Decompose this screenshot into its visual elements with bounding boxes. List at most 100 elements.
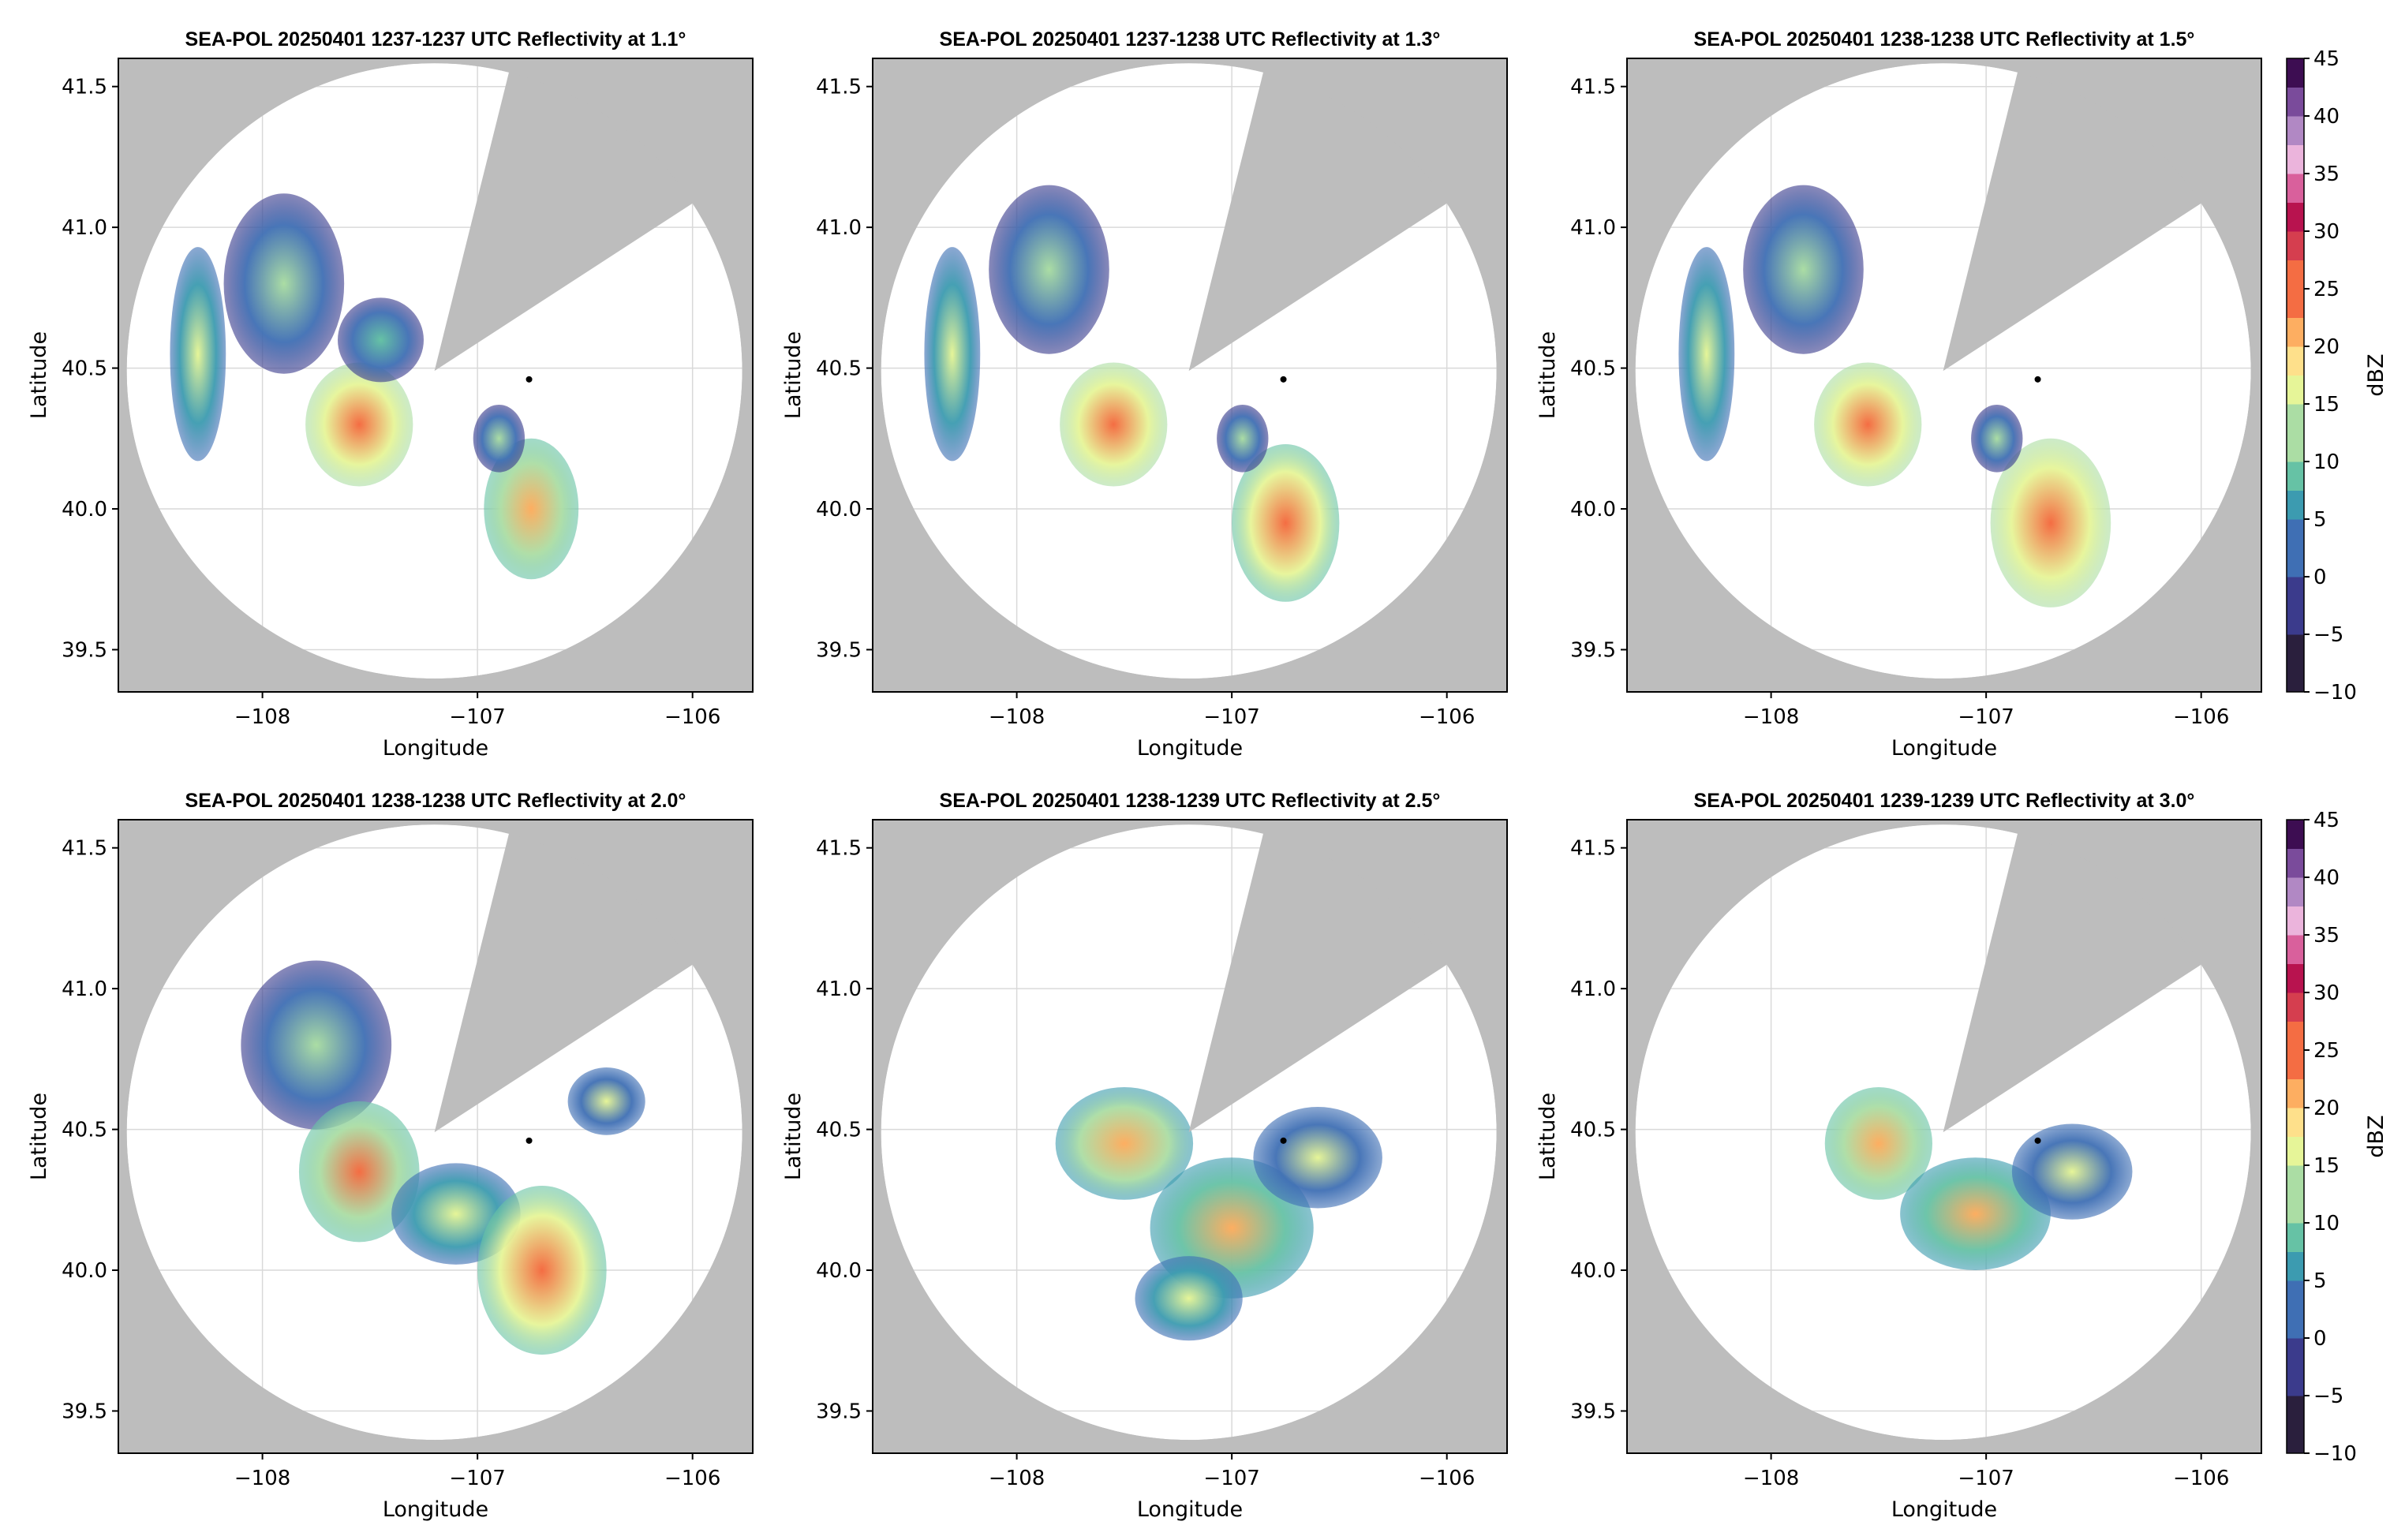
colorbar-tick-label: 20 <box>2313 335 2340 359</box>
y-tick-label: 41.0 <box>816 977 862 1001</box>
plot-area <box>873 820 1507 1453</box>
x-tick-label: −108 <box>234 705 290 729</box>
x-axis-label: Longitude <box>383 736 488 761</box>
x-axis-label: Longitude <box>1891 1497 1997 1522</box>
y-tick-label: 41.0 <box>1570 216 1616 240</box>
y-tick-label: 39.5 <box>62 638 107 662</box>
y-tick-label: 40.0 <box>816 1259 862 1283</box>
site-marker <box>2034 376 2041 383</box>
x-axis-label: Longitude <box>1137 736 1243 761</box>
colorbar-step <box>2287 490 2304 520</box>
outside-range-mask <box>118 58 753 692</box>
x-tick-label: −108 <box>1743 705 1799 729</box>
colorbar-tick-label: 35 <box>2313 924 2340 948</box>
x-tick-label: −106 <box>664 1467 720 1490</box>
colorbar: 45 40 35 30 25 20 15 10 5 0 −5 −10 dBZ <box>2286 47 2388 705</box>
x-tick-label: −107 <box>1958 1467 2014 1490</box>
plot-area <box>1627 820 2261 1453</box>
y-tick-label: 41.5 <box>816 76 862 99</box>
axes-frame <box>118 58 754 693</box>
plot-area <box>118 820 753 1453</box>
colorbar-step <box>2287 548 2304 578</box>
outside-range-mask <box>118 820 753 1453</box>
y-tick-label: 40.0 <box>1570 1259 1616 1283</box>
x-tick-label: −108 <box>234 1467 290 1490</box>
panel-title: SEA-POL 20250401 1239-1239 UTC Reflectiv… <box>1694 790 2195 812</box>
colorbar-step <box>2287 820 2304 849</box>
colorbar-step <box>2287 346 2304 376</box>
y-tick-label: 39.5 <box>62 1400 107 1423</box>
colorbar-step <box>2287 1309 2304 1339</box>
colorbar-step <box>2287 1280 2304 1310</box>
reflectivity-cell <box>298 1101 420 1243</box>
colorbar-step <box>2287 577 2304 606</box>
colorbar-step <box>2287 462 2304 491</box>
colorbar-tick-label: 30 <box>2313 220 2340 244</box>
y-tick-label: 39.5 <box>1570 638 1616 662</box>
y-tick-label: 40.5 <box>62 1119 107 1142</box>
site-marker <box>526 1137 533 1144</box>
outside-range-mask <box>1627 58 2261 692</box>
x-tick-label: −106 <box>1419 1467 1475 1490</box>
panel-title: SEA-POL 20250401 1238-1239 UTC Reflectiv… <box>940 790 1441 812</box>
colorbar-tick-label: 0 <box>2313 1327 2327 1351</box>
colorbar-step <box>2287 1136 2304 1166</box>
colorbar-tick-label: 25 <box>2313 1039 2340 1063</box>
colorbar-step <box>2287 992 2304 1022</box>
panel-title: SEA-POL 20250401 1238-1238 UTC Reflectiv… <box>1694 28 2195 50</box>
colorbar-step <box>2287 1194 2304 1224</box>
colorbar-tick-label: 40 <box>2313 866 2340 890</box>
y-tick-label: 41.5 <box>1570 837 1616 861</box>
y-tick-label: 41.5 <box>1570 76 1616 99</box>
reflectivity-cell <box>170 247 226 462</box>
colorbar-tick-label: 15 <box>2313 393 2340 417</box>
x-tick-label: −108 <box>1743 1467 1799 1490</box>
outside-range-mask <box>873 58 1507 692</box>
x-axis-label: Longitude <box>1891 736 1997 761</box>
colorbar-step <box>2287 231 2304 260</box>
colorbar-step <box>2287 1078 2304 1108</box>
y-tick-label: 40.0 <box>62 1259 107 1283</box>
x-tick-label: −108 <box>989 1467 1045 1490</box>
x-tick-label: −107 <box>1958 705 2014 729</box>
y-tick-label: 40.5 <box>62 357 107 381</box>
y-tick-label: 39.5 <box>816 1400 862 1423</box>
y-tick-label: 41.0 <box>1570 977 1616 1001</box>
reflectivity-cell <box>484 438 579 580</box>
reflectivity-cell <box>223 193 345 374</box>
outside-range-mask <box>873 820 1507 1453</box>
colorbar-step <box>2287 605 2304 635</box>
x-tick-label: −106 <box>664 705 720 729</box>
colorbar-tick-label: 25 <box>2313 278 2340 301</box>
plot-area <box>1627 58 2261 692</box>
colorbar-step <box>2287 174 2304 203</box>
site-marker <box>1280 376 1287 383</box>
y-tick-label: 41.5 <box>816 837 862 861</box>
y-tick-label: 40.5 <box>816 1119 862 1142</box>
x-tick-label: −106 <box>2173 1467 2229 1490</box>
colorbar-step <box>2287 1108 2304 1137</box>
colorbar-tick-label: 10 <box>2313 450 2340 474</box>
reflectivity-cell <box>1060 362 1168 487</box>
colorbar-step <box>2287 202 2304 232</box>
reflectivity-cell <box>473 404 526 473</box>
reflectivity-cell <box>1135 1256 1243 1341</box>
colorbar-step <box>2287 1424 2304 1454</box>
axes-frame <box>872 58 1508 693</box>
panel-title: SEA-POL 20250401 1237-1238 UTC Reflectiv… <box>940 28 1441 50</box>
y-axis-label: Latitude <box>781 1093 806 1180</box>
x-axis-label: Longitude <box>383 1497 488 1522</box>
plot-area <box>873 58 1507 692</box>
colorbar-step <box>2287 87 2304 117</box>
panel-5: SEA-POL 20250401 1238-1239 UTC Reflectiv… <box>781 790 1508 1522</box>
y-tick-label: 39.5 <box>816 638 862 662</box>
colorbar-step <box>2287 1165 2304 1194</box>
colorbar-tick-label: −10 <box>2313 1442 2357 1466</box>
x-tick-label: −106 <box>1419 705 1475 729</box>
colorbar-tick-label: 0 <box>2313 566 2327 589</box>
colorbar-tick-label: 30 <box>2313 981 2340 1005</box>
reflectivity-cell <box>1253 1107 1382 1209</box>
site-marker <box>526 376 533 383</box>
colorbar-step <box>2287 663 2304 693</box>
